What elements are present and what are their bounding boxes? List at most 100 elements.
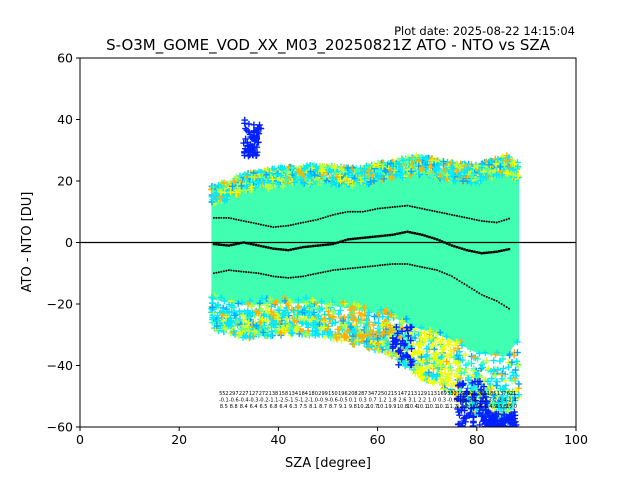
bias-point xyxy=(448,243,451,246)
scatter-point xyxy=(382,336,389,344)
scatter-point xyxy=(495,410,502,418)
bias-point xyxy=(309,245,312,248)
stddev-point xyxy=(431,209,434,212)
bias-point xyxy=(490,251,493,254)
scatter-point xyxy=(423,365,431,372)
stddev-point xyxy=(272,226,275,229)
scatter-point xyxy=(291,179,298,186)
scatter-point xyxy=(428,157,436,164)
bin-annotation: 8.1 xyxy=(309,404,317,410)
stddev-point xyxy=(322,216,325,219)
stddev-point xyxy=(282,225,285,228)
bin-annotation: -2.4 xyxy=(497,398,507,404)
scatter-point xyxy=(208,293,216,301)
bin-annotation: 1.0 xyxy=(428,398,436,404)
scatter-point xyxy=(449,169,457,176)
scatter-point xyxy=(492,351,499,358)
scatter-point xyxy=(415,170,422,178)
stddev-point xyxy=(505,306,508,309)
stddev-point xyxy=(470,217,473,220)
scatter-point xyxy=(456,411,463,419)
scatter-point xyxy=(470,354,477,361)
stddev-point xyxy=(426,208,429,211)
stddev-point xyxy=(356,266,359,269)
bin-annotation: 150 xyxy=(328,391,338,397)
scatter-point xyxy=(490,416,497,423)
stddev-point xyxy=(483,294,486,297)
bin-annotation: 7.5 xyxy=(299,404,307,410)
scatter-point xyxy=(479,173,487,181)
bias-point xyxy=(505,248,508,251)
bin-annotation: 227 xyxy=(239,391,249,397)
bias-point xyxy=(346,238,350,241)
scatter-point xyxy=(370,177,378,185)
scatter-point xyxy=(303,163,311,170)
stddev-point xyxy=(468,217,471,220)
stddev-point xyxy=(441,211,444,214)
stddev-point xyxy=(460,281,463,284)
scatter-point xyxy=(251,137,259,145)
scatter-point xyxy=(306,179,314,186)
scatter-point xyxy=(414,354,422,362)
stddev-point xyxy=(346,267,349,270)
scatter-point xyxy=(362,331,370,338)
scatter-point xyxy=(255,124,262,132)
scatter-point xyxy=(300,180,307,188)
scatter-point xyxy=(498,375,506,383)
scatter-point xyxy=(375,347,382,354)
scatter-point xyxy=(451,177,459,185)
stddev-point xyxy=(483,220,486,223)
stddev-point xyxy=(260,223,263,226)
scatter-point xyxy=(421,329,428,337)
scatter-point xyxy=(256,299,264,307)
bin-annotation: 0.1 xyxy=(349,398,357,404)
stddev-point xyxy=(314,218,317,221)
scatter-point xyxy=(460,396,467,403)
scatter-point xyxy=(264,331,272,339)
bin-annotation: 8.7 xyxy=(319,404,327,410)
scatter-point xyxy=(476,350,483,357)
scatter-point xyxy=(470,413,477,420)
stddev-point xyxy=(411,264,414,267)
stddev-point xyxy=(237,270,240,273)
scatter-point xyxy=(277,172,285,179)
stddev-point xyxy=(247,221,250,223)
scatter-point xyxy=(216,194,223,201)
scatter-point xyxy=(260,329,267,336)
bin-annotation: 138 xyxy=(269,391,279,397)
scatter-point xyxy=(507,393,514,401)
stddev-point xyxy=(448,213,451,216)
scatter-point xyxy=(463,389,471,397)
scatter-point xyxy=(244,300,252,308)
bin-annotation: 196 xyxy=(338,391,348,397)
scatter-point xyxy=(333,180,340,187)
scatter-point xyxy=(402,315,410,323)
scatter-point xyxy=(408,345,415,352)
scatter-point xyxy=(354,170,361,177)
stddev-point xyxy=(398,205,401,208)
x-tick-label: 20 xyxy=(171,432,187,447)
stddev-point xyxy=(431,268,434,271)
scatter-point xyxy=(491,372,499,379)
scatter-point xyxy=(511,160,518,167)
scatter-point xyxy=(485,161,493,169)
scatter-point xyxy=(464,341,471,348)
bin-annotation: -0.1 xyxy=(219,398,229,404)
scatter-point xyxy=(423,345,431,352)
stddev-point xyxy=(235,218,238,221)
scatter-point xyxy=(436,329,444,336)
stddev-point xyxy=(299,222,302,225)
bin-annotation: 10.1 xyxy=(437,404,448,410)
stddev-point xyxy=(237,218,240,221)
scatter-point xyxy=(329,308,337,316)
scatter-point xyxy=(282,177,290,184)
scatter-point xyxy=(459,422,466,427)
scatter-point xyxy=(445,338,453,346)
scatter-point xyxy=(419,358,427,365)
bias-point xyxy=(252,243,255,246)
stddev-point xyxy=(485,220,488,223)
scatter-point xyxy=(432,167,440,174)
scatter-point xyxy=(399,170,406,177)
stddev-point xyxy=(453,276,456,279)
stddev-point xyxy=(227,269,230,272)
